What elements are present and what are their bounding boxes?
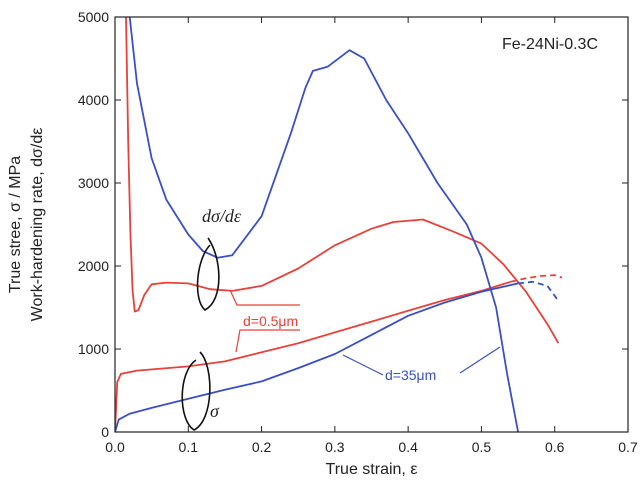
labels: True strain, ε True stree, σ / MPa Work-ha… [7,36,598,478]
y-tick-label: 0 [101,424,109,440]
x-tick-label: 0.0 [105,439,125,455]
coarse-grain-leader-right [459,346,501,374]
fine-grain-leader-top [229,289,300,306]
x-tick-label: 0.3 [325,439,345,455]
hardening-label: dσ/dε [202,206,242,226]
stress-label: σ [210,401,220,421]
y-tick-label: 5000 [78,9,109,25]
series-red-stress-dashed-line [510,274,563,283]
coarse-grain-label: d=35μm [385,367,436,383]
x-axis-title: True strain, ε [326,461,418,478]
plot-area [115,17,563,432]
series-blue-hardening-line [128,17,519,432]
x-tick-label: 0.1 [179,439,199,455]
alloy-label: Fe-24Ni-0.3C [502,36,598,53]
x-tick-label: 0.4 [398,439,418,455]
y-tick-label: 4000 [78,92,109,108]
fine-grain-label: d=0.5μm [243,313,298,329]
x-tick-label: 0.2 [252,439,272,455]
hardening-bracket [196,237,220,311]
stress-bracket [181,351,211,431]
x-tick-label: 0.7 [618,439,638,455]
coarse-grain-leader-left [342,354,384,376]
series-red-hardening-line [125,17,560,344]
y-axis-title-2: Work-hardening rate, dσ/dε [29,128,46,322]
fine-grain-leader-bottom [235,329,300,353]
series-blue-stress-line [115,282,519,432]
axes: 0.0 0.1 0.2 0.3 0.4 0.5 0.6 0.7 0 1000 2000 3000 400… [78,9,638,455]
plot-frame [114,16,629,433]
x-tick-label: 0.6 [545,439,565,455]
series-blue-stress-dashed-line [518,280,560,302]
y-axis-title-1: True stree, σ / MPa [7,156,24,293]
x-tick-label: 0.5 [472,439,492,455]
series-red-stress-line [115,280,511,432]
y-tick-label: 3000 [78,175,109,191]
y-tick-label: 2000 [78,258,109,274]
y-tick-label: 1000 [78,341,109,357]
